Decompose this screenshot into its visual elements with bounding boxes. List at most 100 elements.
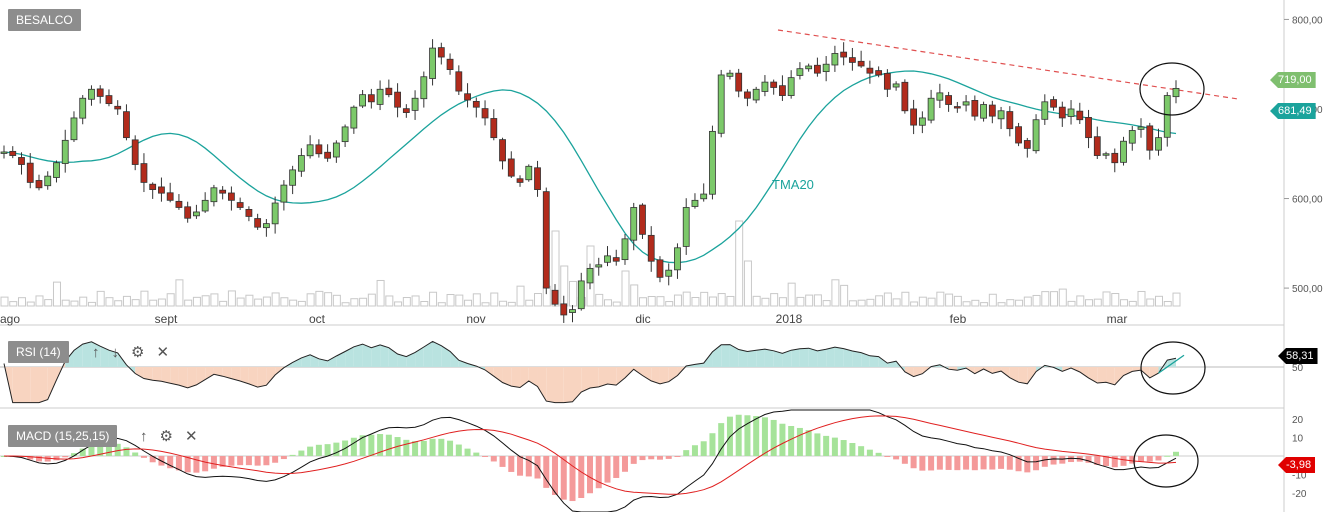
macd-histogram-bar	[105, 443, 112, 456]
close-icon[interactable]: ✕	[184, 428, 198, 445]
macd-histogram-bar	[980, 456, 987, 470]
candle-body	[140, 163, 148, 183]
month-label: oct	[309, 312, 326, 326]
candle-body	[175, 200, 183, 208]
rsi-fill	[852, 350, 862, 367]
rsi-fill	[869, 355, 879, 367]
macd-histogram-bar	[796, 427, 803, 456]
macd-histogram-bar	[1041, 456, 1048, 467]
volume-bar	[796, 296, 805, 307]
macd-histogram-bar	[648, 456, 655, 460]
candle-body	[61, 139, 69, 164]
rsi-fill	[659, 367, 669, 384]
close-icon[interactable]: ✕	[156, 344, 170, 361]
volume-bar	[52, 281, 61, 307]
gear-icon[interactable]: ⚙	[159, 428, 173, 445]
volume-bar	[778, 297, 787, 307]
candle-body	[1041, 101, 1049, 120]
rsi-fill	[178, 367, 188, 388]
arrow-up-icon[interactable]: ↑	[92, 343, 100, 361]
rsi-fill	[362, 344, 372, 367]
macd-histogram-bar	[770, 419, 777, 456]
macd-histogram-bar	[674, 456, 681, 457]
volume-bar	[831, 279, 840, 307]
volume-bar	[289, 299, 298, 307]
trend-line	[777, 29, 1239, 100]
volume-bar	[315, 290, 324, 307]
rsi-fill	[108, 350, 118, 367]
candle-body	[752, 88, 760, 101]
macd-toolbar: ↑ ⚙ ✕	[140, 427, 198, 446]
candle-body	[1067, 108, 1075, 117]
rsi-fill	[791, 348, 800, 367]
macd-histogram-bar	[683, 450, 690, 456]
rsi-fill	[668, 367, 678, 382]
volume-bar	[656, 296, 665, 307]
rsi-fill	[808, 348, 818, 367]
candle-body	[726, 72, 734, 77]
volume-bar	[481, 302, 490, 307]
candle-body	[639, 204, 646, 235]
rsi-fill	[187, 367, 197, 388]
volume-bar	[945, 293, 954, 307]
volume-bar	[157, 298, 166, 307]
macd-histogram-bar	[298, 450, 305, 456]
macd-histogram-bar	[709, 433, 716, 456]
arrow-down-icon[interactable]: ↓	[111, 343, 120, 361]
rsi-fill	[257, 367, 267, 388]
macd-histogram-bar	[490, 456, 497, 462]
rsi-fill	[607, 367, 617, 386]
macd-histogram-bar	[884, 456, 891, 457]
candle-body	[1155, 137, 1162, 151]
rsi-fill	[397, 353, 407, 367]
rsi-fill	[511, 367, 521, 388]
candle-body	[1111, 152, 1119, 164]
candle-body	[1076, 110, 1084, 121]
volume-bar	[1076, 295, 1085, 307]
macd-histogram-bar	[508, 456, 515, 472]
volume-bar	[848, 300, 857, 307]
volume-bar	[612, 301, 621, 307]
rsi-fill	[747, 350, 757, 367]
macd-histogram-bar	[228, 456, 235, 466]
candle-body	[96, 88, 104, 97]
macd-histogram-bar	[805, 430, 812, 456]
arrow-up-icon[interactable]: ↑	[140, 427, 148, 445]
macd-histogram-bar	[560, 456, 567, 500]
volume-bar	[306, 293, 315, 307]
volume-bar	[499, 300, 508, 307]
macd-histogram-bar	[53, 456, 60, 461]
candle-body	[507, 158, 515, 177]
macd-histogram-bar	[455, 444, 462, 456]
volume-bar	[1172, 292, 1181, 307]
volume-bar	[700, 291, 709, 307]
macd-histogram-bar	[1129, 456, 1136, 464]
macd-histogram-bar	[691, 445, 698, 456]
macd-histogram-bar	[499, 456, 506, 467]
candle-body	[420, 76, 428, 100]
volume-bar	[953, 295, 962, 307]
rsi-fill	[170, 367, 179, 386]
rsi-line	[3, 340, 1177, 404]
candle-body	[367, 94, 375, 103]
gear-icon[interactable]: ⚙	[131, 344, 145, 361]
rsi-fill	[878, 356, 888, 367]
volume-bar	[770, 293, 779, 307]
candle-body	[359, 94, 366, 107]
candle-body	[962, 101, 970, 106]
rsi-fill	[458, 360, 468, 367]
macd-histogram-bar	[779, 423, 786, 456]
rsi-fill	[266, 367, 276, 386]
rsi-fill	[1106, 367, 1115, 385]
rsi-label: RSI (14)	[8, 341, 69, 363]
candle-body	[437, 47, 445, 58]
macd-histogram-bar	[429, 438, 436, 456]
macd-histogram-bar	[814, 433, 821, 456]
candle-body	[569, 309, 576, 313]
volume-bar	[1155, 295, 1164, 307]
candle-body	[131, 139, 139, 165]
macd-histogram-bar	[315, 444, 322, 456]
rsi-fill	[1027, 367, 1037, 384]
volume-bar	[280, 297, 289, 307]
